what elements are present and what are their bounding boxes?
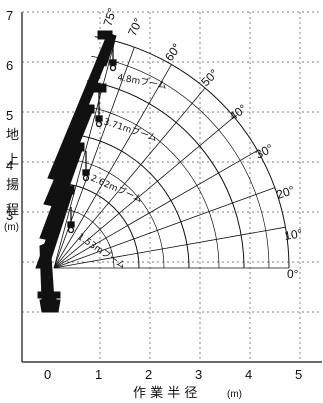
y-tick-4: 4 bbox=[6, 158, 13, 173]
x-tick-3: 3 bbox=[195, 367, 202, 382]
plot-frame bbox=[21, 12, 322, 363]
angle-ray-20 bbox=[53, 187, 275, 269]
y-title-char-3: 揚 bbox=[6, 177, 19, 193]
x-tick-1: 1 bbox=[95, 367, 102, 382]
boom-label-4.8m: 4.8mブーム bbox=[116, 71, 167, 91]
x-tick-5: 5 bbox=[295, 367, 302, 382]
x-axis-unit: (m) bbox=[227, 389, 242, 400]
angle-label-0: 0° bbox=[287, 267, 299, 281]
angle-ray-75 bbox=[53, 40, 116, 269]
y-tick-5: 5 bbox=[6, 108, 13, 123]
x-tick-2: 2 bbox=[145, 367, 152, 382]
angle-ray-60 bbox=[53, 64, 172, 269]
angle-ray-30 bbox=[53, 150, 258, 269]
angle-ray-70 bbox=[53, 47, 135, 269]
x-axis-title: 作 業 半 径 bbox=[133, 385, 197, 401]
angle-label-70: 70° bbox=[125, 16, 145, 39]
angle-label-20: 20° bbox=[275, 183, 297, 202]
angle-label-75: 75° bbox=[101, 6, 120, 28]
angle-label-10: 10° bbox=[283, 226, 303, 243]
hook-1.53m bbox=[67, 207, 75, 234]
hook-3.71m bbox=[95, 92, 103, 128]
y-title-char-4: 程 bbox=[6, 203, 19, 218]
y-title-char-2: 上 bbox=[6, 153, 19, 168]
y-axis-title: 地 上 揚 程 (m) bbox=[4, 128, 19, 233]
x-tick-0: 0 bbox=[44, 367, 51, 382]
y-tick-6: 6 bbox=[6, 58, 13, 73]
angle-rays bbox=[53, 40, 289, 269]
hook-2.62m bbox=[82, 151, 90, 182]
crane-silhouette bbox=[35, 30, 117, 313]
y-title-char-1: 地 bbox=[6, 128, 19, 143]
x-tick-4: 4 bbox=[245, 367, 252, 382]
angle-ray-50 bbox=[53, 87, 206, 269]
grid bbox=[22, 11, 322, 362]
y-axis-unit: (m) bbox=[4, 222, 19, 233]
hook-4.8m bbox=[109, 40, 117, 72]
y-axis-ticks: 7 6 5 4 3 bbox=[6, 8, 13, 223]
angle-ray-10 bbox=[53, 226, 286, 269]
boom-label-3.71m: 3.71mブーム bbox=[102, 115, 159, 144]
angle-label-60: 60° bbox=[162, 41, 184, 64]
x-axis-ticks: 0 1 2 3 4 5 bbox=[44, 367, 302, 382]
angle-label-30: 30° bbox=[253, 141, 276, 162]
y-tick-7: 7 bbox=[6, 8, 13, 23]
angle-ray-40 bbox=[53, 116, 235, 269]
boom-label-2.62m: 2.62mブーム bbox=[89, 172, 145, 206]
y-tick-3: 3 bbox=[6, 208, 13, 223]
